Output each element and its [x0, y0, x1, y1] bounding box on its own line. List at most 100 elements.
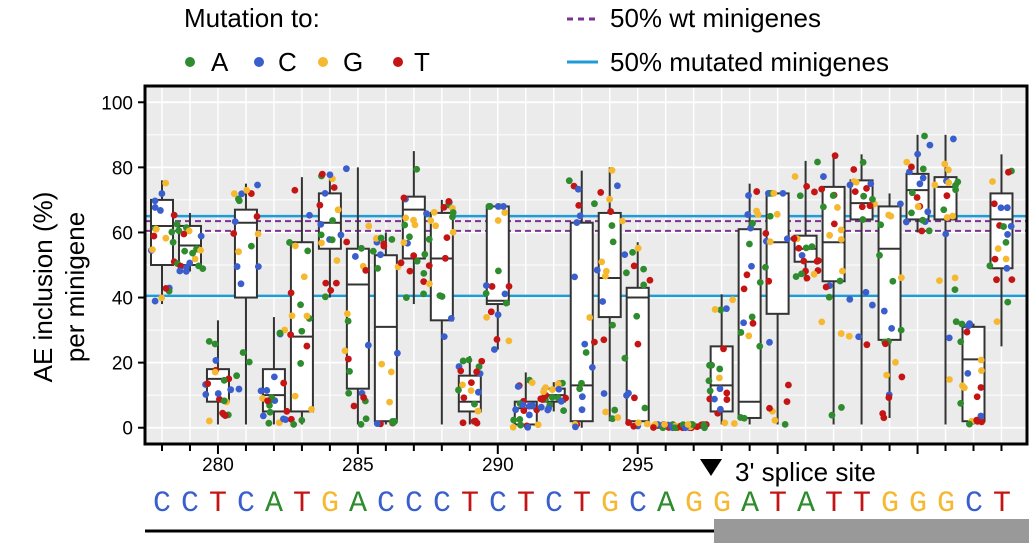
data-point: [877, 221, 885, 229]
data-point: [280, 415, 287, 423]
box-body: [373, 254, 398, 423]
data-point: [611, 406, 619, 414]
y-tick-label: 0: [122, 419, 133, 440]
data-point: [152, 225, 160, 233]
legend-label-a: A: [211, 47, 229, 77]
data-point: [868, 301, 876, 309]
data-point: [737, 414, 745, 421]
data-point: [572, 423, 579, 431]
data-point: [494, 203, 502, 210]
sequence-base: C: [629, 487, 647, 521]
data-point: [243, 186, 251, 194]
data-point: [705, 377, 713, 385]
data-point: [413, 165, 421, 173]
data-point: [420, 269, 428, 277]
box-body: [569, 221, 594, 423]
box-body: [289, 241, 314, 413]
data-point: [1004, 231, 1011, 238]
data-point: [908, 163, 915, 171]
data-point: [151, 204, 159, 211]
sequence-base: G: [685, 487, 703, 521]
data-point: [914, 203, 922, 210]
data-point: [181, 247, 189, 255]
data-point: [377, 251, 384, 259]
data-point: [377, 234, 385, 242]
data-point: [926, 141, 934, 149]
data-point: [863, 341, 871, 349]
data-point: [459, 381, 466, 389]
x-axis: 280 285 290 295: [161, 444, 1003, 476]
data-point: [318, 239, 325, 247]
data-point: [253, 213, 261, 220]
data-point: [321, 189, 329, 197]
data-point: [951, 286, 959, 294]
data-point: [643, 420, 651, 428]
data-point: [834, 204, 841, 211]
data-point: [364, 341, 372, 349]
data-point: [925, 227, 933, 235]
data-point: [951, 274, 959, 282]
data-point: [802, 244, 810, 252]
data-point: [851, 188, 859, 195]
data-point: [330, 184, 338, 191]
data-point: [949, 212, 957, 220]
data-point: [457, 367, 465, 375]
box-283: [289, 177, 314, 425]
data-point: [303, 342, 311, 350]
data-point: [978, 367, 985, 374]
data-point: [191, 255, 199, 263]
box-281: [233, 183, 258, 425]
sequence-base: C: [405, 487, 423, 521]
data-point: [263, 387, 271, 394]
data-point: [846, 295, 854, 303]
data-point: [341, 347, 349, 355]
data-point: [374, 265, 382, 272]
sequence-base: G: [937, 487, 955, 521]
data-point: [591, 338, 598, 346]
data-point: [157, 207, 164, 214]
data-point: [326, 171, 334, 179]
data-point: [176, 267, 184, 275]
data-point: [880, 414, 888, 422]
data-point: [297, 301, 304, 309]
data-point: [220, 397, 228, 405]
data-point: [986, 262, 994, 270]
box-286: [373, 232, 398, 425]
data-point: [916, 180, 924, 188]
data-point: [800, 257, 808, 265]
data-point: [493, 336, 501, 343]
sequence-base: C: [181, 487, 199, 521]
data-point: [397, 259, 405, 267]
data-point: [770, 190, 778, 197]
data-point: [287, 331, 295, 339]
data-point: [796, 192, 804, 200]
data-point: [264, 397, 271, 405]
data-point: [378, 360, 386, 368]
data-point: [748, 262, 755, 270]
data-point: [903, 158, 911, 166]
sequence-base: A: [349, 487, 367, 521]
sequence-base: T: [517, 487, 535, 521]
box-300: [765, 192, 790, 425]
data-point: [573, 219, 581, 226]
data-point: [474, 388, 482, 396]
data-point: [825, 293, 833, 301]
data-point: [529, 402, 537, 409]
data-point: [328, 236, 336, 244]
data-point: [945, 179, 953, 187]
data-point: [957, 399, 965, 407]
data-point: [943, 214, 951, 221]
data-point: [885, 394, 893, 401]
legend-wt-label: 50% wt minigenes: [610, 3, 821, 33]
data-point: [867, 180, 875, 188]
x-tick-label: 280: [202, 455, 234, 476]
data-point: [766, 404, 773, 412]
data-point: [897, 326, 905, 334]
data-point: [291, 392, 299, 400]
data-point: [380, 242, 388, 250]
data-point: [474, 407, 482, 415]
data-point: [214, 390, 222, 397]
splice-site-label: 3' splice site: [735, 457, 876, 487]
data-point: [964, 369, 972, 377]
data-point: [483, 313, 490, 321]
